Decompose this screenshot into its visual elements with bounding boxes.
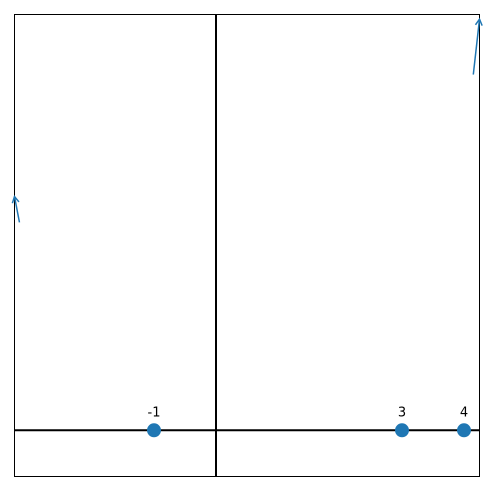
point-label: 3 bbox=[398, 405, 406, 420]
points-layer bbox=[147, 423, 471, 438]
point-label: -1 bbox=[148, 405, 161, 420]
data-point bbox=[457, 423, 471, 438]
plot-frame bbox=[14, 14, 480, 477]
arrows-layer bbox=[11, 17, 483, 223]
arrow-head bbox=[474, 17, 483, 26]
arrow-shaft bbox=[472, 19, 481, 75]
point-labels-layer: -1 3 4 bbox=[148, 405, 469, 420]
data-point bbox=[147, 423, 161, 438]
point-label: 4 bbox=[460, 405, 468, 420]
arrow-shaft bbox=[13, 196, 21, 223]
arrow-head bbox=[11, 194, 20, 204]
data-point bbox=[395, 423, 409, 438]
